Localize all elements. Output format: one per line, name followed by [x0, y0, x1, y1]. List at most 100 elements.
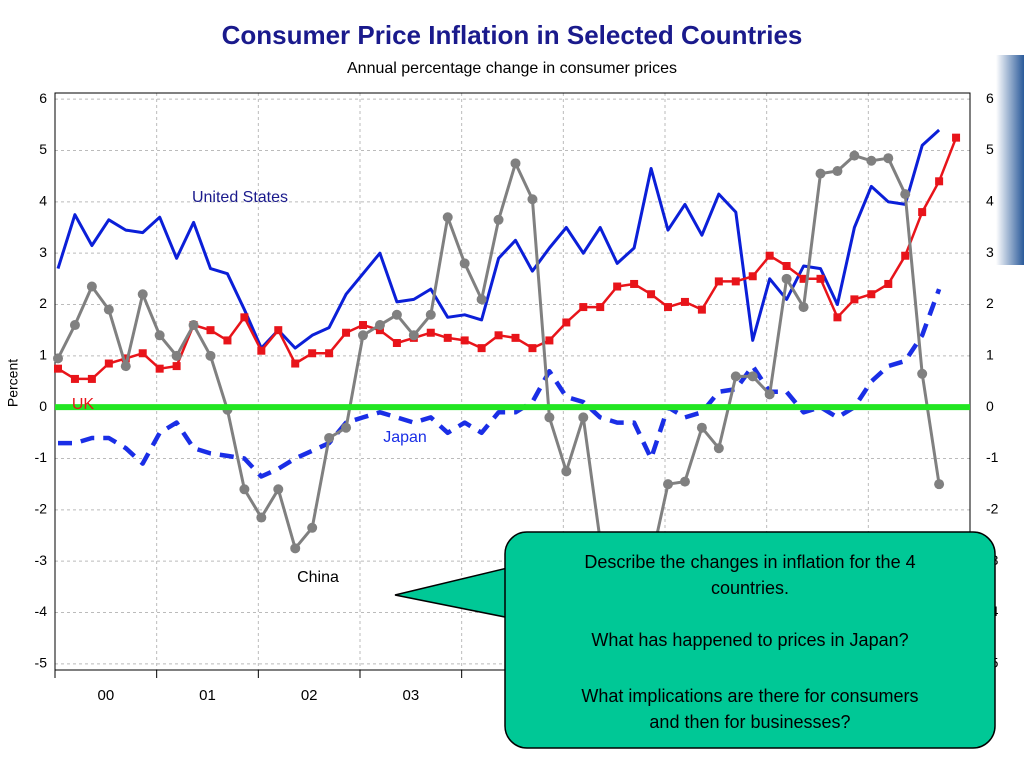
y2-tick-label: 4 — [986, 193, 994, 209]
marker — [527, 194, 538, 205]
chart-subtitle: Annual percentage change in consumer pri… — [347, 60, 677, 77]
marker — [510, 158, 521, 169]
series-line — [58, 288, 942, 479]
y-tick-label: 3 — [39, 244, 47, 260]
marker — [325, 349, 334, 358]
marker — [815, 168, 826, 179]
marker — [342, 328, 351, 337]
marker — [630, 279, 639, 288]
y-tick-label: 0 — [39, 398, 47, 414]
marker — [273, 484, 284, 495]
marker — [155, 364, 164, 373]
marker — [290, 543, 301, 554]
marker — [562, 318, 571, 327]
marker — [680, 297, 689, 306]
y2-tick-label: 6 — [986, 90, 994, 106]
marker — [307, 522, 318, 533]
marker — [730, 371, 741, 382]
marker — [647, 290, 656, 299]
series-label: Japan — [383, 429, 427, 446]
chart-title: Consumer Price Inflation in Selected Cou… — [222, 20, 803, 50]
marker — [934, 479, 945, 490]
series-label: China — [297, 569, 339, 586]
marker — [291, 359, 300, 368]
marker — [87, 374, 96, 383]
marker — [765, 251, 774, 260]
marker — [154, 330, 165, 341]
marker — [69, 320, 80, 331]
marker — [866, 155, 877, 166]
y2-tick-label: 1 — [986, 347, 994, 363]
marker — [561, 466, 572, 477]
marker — [884, 279, 893, 288]
marker — [240, 313, 249, 322]
marker — [408, 330, 419, 341]
marker — [697, 305, 706, 314]
marker — [138, 349, 147, 358]
marker — [137, 289, 148, 300]
decoration — [996, 55, 1024, 265]
x-tick-label: 01 — [199, 687, 216, 704]
callout-text: countries. — [711, 578, 789, 598]
y2-tick-label: 5 — [986, 141, 994, 157]
marker — [54, 364, 62, 373]
marker — [918, 208, 927, 217]
series-label: UK — [72, 396, 95, 413]
series-line — [56, 128, 941, 350]
marker — [664, 303, 672, 312]
marker — [239, 484, 250, 495]
marker — [782, 261, 791, 270]
marker — [120, 361, 131, 372]
marker — [308, 349, 317, 358]
marker — [544, 412, 555, 423]
y-tick-label: 1 — [39, 347, 47, 363]
marker — [613, 282, 622, 291]
y-tick-label: -4 — [35, 603, 48, 619]
marker — [86, 281, 97, 292]
marker — [459, 258, 470, 269]
marker — [442, 212, 453, 223]
marker — [917, 368, 928, 379]
y2-tick-label: -1 — [986, 449, 999, 465]
y-tick-label: 2 — [39, 295, 47, 311]
marker — [679, 476, 690, 487]
marker — [443, 333, 452, 342]
y2-tick-label: 0 — [986, 398, 994, 414]
marker — [341, 422, 352, 433]
marker — [223, 336, 232, 345]
callout-box — [504, 531, 996, 749]
marker — [324, 432, 335, 443]
marker — [425, 309, 436, 320]
marker — [850, 295, 859, 304]
marker — [103, 304, 114, 315]
marker — [781, 273, 792, 284]
marker — [274, 326, 283, 335]
marker — [426, 328, 435, 337]
x-tick-label: 02 — [301, 687, 318, 704]
callout-text: and then for businesses? — [649, 712, 850, 732]
marker — [171, 350, 182, 361]
marker — [206, 326, 215, 335]
marker — [53, 353, 63, 364]
marker — [952, 133, 961, 142]
marker — [375, 326, 384, 335]
marker — [205, 350, 216, 361]
marker — [477, 344, 486, 353]
marker — [798, 302, 809, 313]
marker — [257, 346, 266, 355]
y-tick-label: -5 — [35, 655, 48, 671]
marker — [764, 389, 775, 400]
y2-tick-label: -2 — [986, 501, 999, 517]
marker — [867, 290, 876, 299]
marker — [799, 274, 808, 283]
marker — [849, 150, 860, 161]
marker — [545, 336, 554, 345]
marker — [528, 344, 537, 353]
marker — [832, 166, 843, 177]
marker — [696, 422, 707, 433]
marker — [121, 354, 130, 363]
marker — [104, 359, 113, 368]
marker — [901, 251, 910, 260]
marker — [188, 320, 199, 331]
x-tick-label: 03 — [402, 687, 419, 704]
